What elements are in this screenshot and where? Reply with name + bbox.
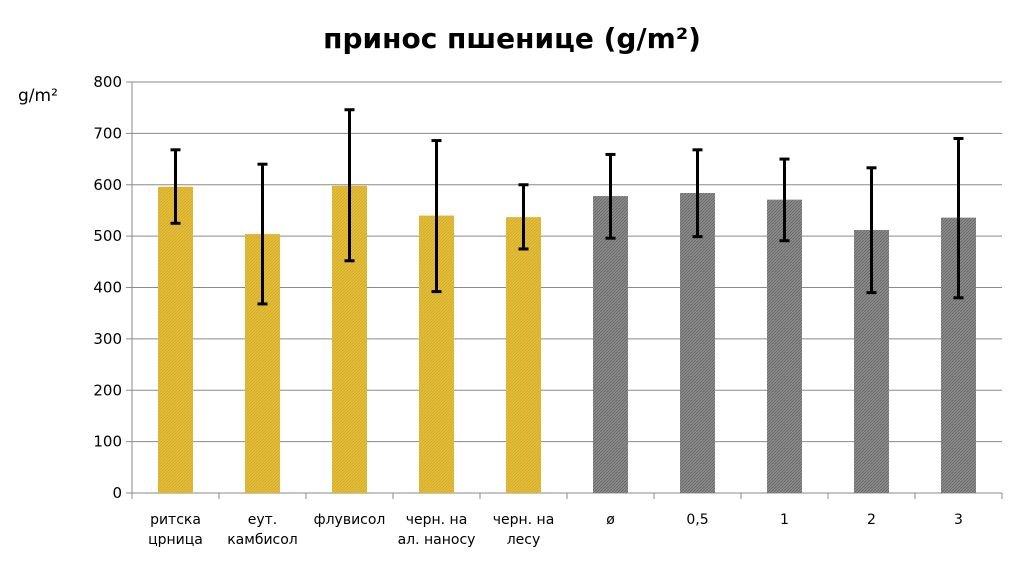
bars — [158, 185, 976, 494]
x-tick-labels: ритска црница еут. камбисол флувисол черн. на… — [148, 512, 963, 548]
y-tick-label: 800 — [93, 73, 122, 91]
y-tick-label: 500 — [93, 227, 122, 245]
x-tick-label: еут. — [248, 512, 278, 528]
bar — [593, 196, 628, 494]
x-tick-label: камбисол — [227, 532, 298, 548]
x-tick-label: 1 — [780, 512, 789, 528]
x-tick-label: 2 — [867, 512, 876, 528]
bar — [680, 192, 715, 493]
x-tick-label: черн. на — [406, 512, 468, 528]
bar — [767, 199, 802, 493]
x-tick-label: черн. на — [493, 512, 555, 528]
chart-title: принос пшенице (g/m²) — [323, 22, 701, 55]
y-tick-label: 200 — [93, 381, 122, 399]
x-tick-label: црница — [148, 532, 203, 548]
bar — [506, 217, 541, 493]
x-tick-label: лесу — [507, 532, 541, 548]
x-tick-label: 3 — [954, 512, 963, 528]
x-tick-label: ø — [606, 512, 615, 528]
x-tick-label: флувисол — [314, 512, 386, 528]
x-tick-label: ритска — [150, 512, 201, 528]
error-bars — [170, 108, 964, 306]
y-tick-label: 600 — [93, 176, 122, 194]
x-tick-label: 0,5 — [686, 512, 708, 528]
y-tick-label: 0 — [112, 484, 122, 502]
y-tick-label: 700 — [93, 124, 122, 142]
y-tick-label: 300 — [93, 330, 122, 348]
y-axis-label: g/m² — [18, 86, 58, 106]
y-tick-label: 400 — [93, 279, 122, 297]
x-tick-label: ал. наносу — [398, 532, 476, 548]
y-tick-labels: 0 100 200 300 400 500 600 700 800 — [93, 73, 122, 502]
y-tick-label: 100 — [93, 433, 122, 451]
bar — [158, 186, 193, 493]
